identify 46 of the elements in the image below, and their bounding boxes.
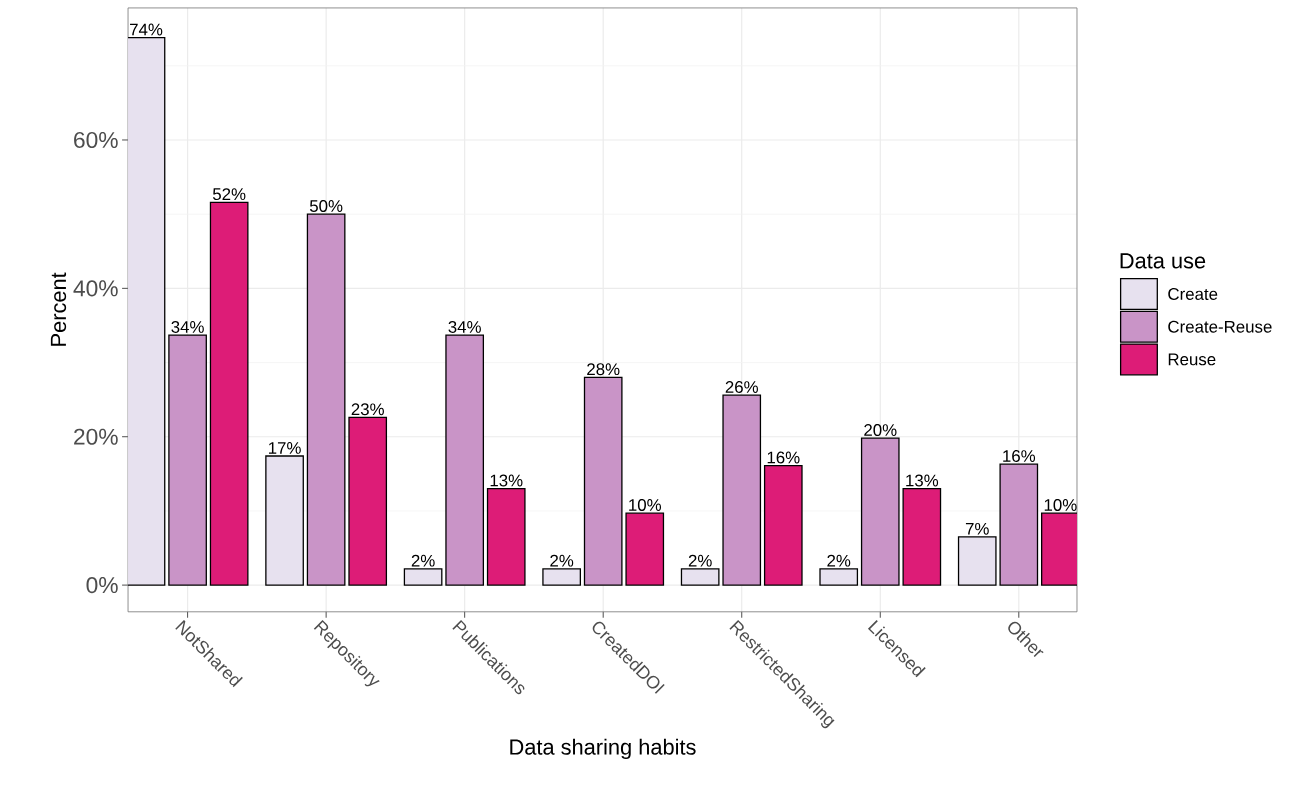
data-label: 2%	[550, 554, 574, 567]
data-label: 28%	[587, 363, 620, 376]
data-label: 2%	[411, 554, 435, 567]
bar	[625, 512, 665, 586]
data-label: 2%	[688, 554, 712, 567]
y-tick-label: 20%	[74, 428, 118, 445]
data-label: 10%	[629, 498, 662, 511]
data-label: 13%	[906, 474, 939, 487]
bar	[486, 487, 526, 586]
data-label: 16%	[1003, 449, 1036, 462]
y-tick-label: 40%	[73, 280, 118, 297]
data-label: 26%	[725, 380, 758, 393]
data-label: 52%	[212, 188, 246, 201]
y-tick-label: 0%	[86, 576, 118, 594]
bar	[306, 213, 346, 586]
data-label: 74%	[130, 23, 163, 36]
data-label: 23%	[351, 403, 384, 416]
bar	[957, 536, 997, 586]
data-label: 20%	[864, 423, 897, 436]
bar	[209, 201, 249, 586]
bar	[265, 455, 304, 586]
x-axis-title: Data sharing habits	[510, 738, 696, 759]
data-label: 13%	[490, 474, 523, 487]
y-tick-label: 60%	[74, 131, 118, 148]
data-label: 16%	[767, 451, 800, 464]
legend-label: Reuse	[1168, 353, 1216, 366]
bar	[168, 334, 207, 586]
data-label: 10%	[1044, 498, 1077, 511]
data-label: 2%	[827, 554, 851, 567]
legend-label: Create-Reuse	[1168, 320, 1272, 333]
bar	[445, 334, 485, 586]
data-label: 50%	[309, 199, 343, 212]
bar	[860, 437, 900, 586]
legend-title: Data use	[1120, 253, 1206, 269]
legend-label: Create	[1168, 287, 1218, 300]
data-label: 17%	[269, 441, 301, 454]
data-label: 7%	[965, 522, 989, 535]
data-label: 34%	[171, 320, 204, 333]
bar	[763, 464, 803, 586]
bar	[722, 394, 762, 586]
bar	[902, 487, 942, 586]
bar	[583, 376, 623, 586]
bar	[348, 416, 388, 586]
bar	[999, 463, 1039, 586]
data-label: 34%	[448, 320, 481, 333]
y-axis-title: Percent	[50, 272, 67, 346]
